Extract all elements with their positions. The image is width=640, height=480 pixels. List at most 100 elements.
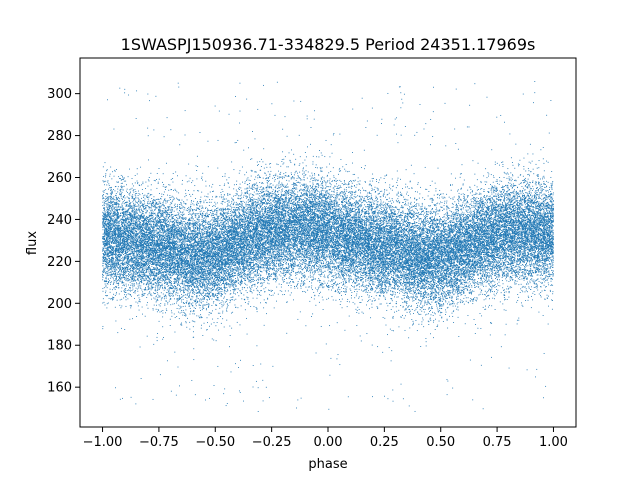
data-point	[378, 182, 379, 183]
data-point	[453, 207, 454, 208]
data-point	[406, 305, 407, 306]
data-point	[165, 261, 166, 262]
data-point	[540, 187, 541, 188]
data-point	[131, 281, 132, 282]
data-point	[309, 252, 310, 253]
data-point	[266, 387, 267, 388]
data-point	[418, 324, 419, 325]
data-point	[444, 294, 445, 295]
data-point	[319, 267, 320, 268]
data-point	[212, 229, 213, 230]
data-point	[226, 308, 227, 309]
data-point	[213, 263, 214, 264]
data-point	[488, 307, 489, 308]
data-point	[125, 290, 126, 291]
data-point	[162, 339, 163, 340]
data-point	[134, 204, 135, 205]
data-point	[428, 309, 429, 310]
data-point	[515, 266, 516, 267]
data-point	[399, 270, 400, 271]
data-point	[530, 259, 531, 260]
data-point	[495, 202, 496, 203]
data-point	[275, 275, 276, 276]
data-point	[138, 225, 139, 226]
data-point	[173, 291, 174, 292]
data-point	[461, 292, 462, 293]
data-point	[517, 320, 518, 321]
data-point	[392, 190, 393, 191]
data-point	[126, 213, 127, 214]
data-point	[515, 250, 516, 251]
data-point	[228, 200, 229, 201]
data-point	[119, 267, 120, 268]
data-point	[425, 294, 426, 295]
data-point	[121, 255, 122, 256]
data-point	[409, 251, 410, 252]
data-point	[322, 155, 323, 156]
data-point	[121, 299, 122, 300]
data-point	[380, 213, 381, 214]
data-point	[545, 217, 546, 218]
data-point	[169, 185, 170, 186]
data-point	[150, 288, 151, 289]
data-point	[362, 232, 363, 233]
data-point	[208, 281, 209, 282]
data-point	[542, 267, 543, 268]
data-point	[387, 277, 388, 278]
data-point	[160, 263, 161, 264]
data-point	[482, 294, 483, 295]
data-point	[124, 92, 125, 93]
data-point	[123, 282, 124, 283]
data-point	[471, 205, 472, 206]
data-point	[341, 295, 342, 296]
data-point	[131, 296, 132, 297]
data-point	[110, 264, 111, 265]
data-point	[373, 178, 374, 179]
data-point	[202, 235, 203, 236]
data-point	[398, 288, 399, 289]
data-point	[242, 287, 243, 288]
data-point	[528, 272, 529, 273]
data-point	[315, 192, 316, 193]
data-point	[314, 246, 315, 247]
data-point	[314, 175, 315, 176]
data-point	[491, 276, 492, 277]
data-point	[476, 227, 477, 228]
data-point	[497, 179, 498, 180]
data-point	[531, 192, 532, 193]
data-point	[194, 313, 195, 314]
data-point	[307, 247, 308, 248]
data-point	[553, 192, 554, 193]
data-point	[258, 204, 259, 205]
data-point	[244, 174, 245, 175]
data-point	[480, 258, 481, 259]
data-point	[386, 310, 387, 311]
data-point	[467, 221, 468, 222]
data-point	[165, 218, 166, 219]
data-point	[206, 268, 207, 269]
data-point	[221, 238, 222, 239]
chart-title: 1SWASPJ150936.71-334829.5 Period 24351.1…	[121, 35, 536, 54]
data-point	[548, 276, 549, 277]
data-point	[157, 292, 158, 293]
data-point	[409, 405, 410, 406]
data-point	[135, 189, 136, 190]
data-point	[431, 289, 432, 290]
data-point	[396, 207, 397, 208]
data-point	[323, 228, 324, 229]
data-point	[421, 227, 422, 228]
data-point	[357, 270, 358, 271]
data-point	[201, 325, 202, 326]
data-point	[397, 201, 398, 202]
data-point	[242, 182, 243, 183]
data-point	[302, 269, 303, 270]
data-point	[355, 211, 356, 212]
data-point	[493, 191, 494, 192]
data-point	[428, 268, 429, 269]
data-point	[414, 248, 415, 249]
data-point	[304, 253, 305, 254]
data-point	[209, 326, 210, 327]
data-point	[190, 178, 191, 179]
data-point	[538, 198, 539, 199]
